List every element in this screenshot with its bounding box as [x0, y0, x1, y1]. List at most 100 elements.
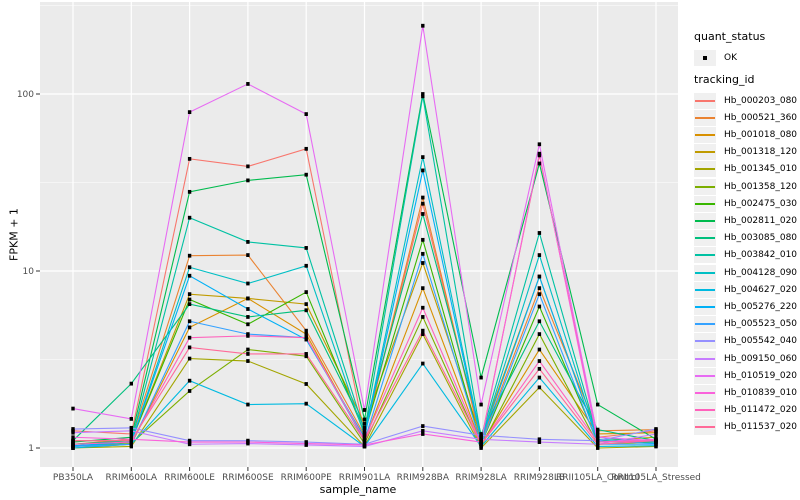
- series-color-swatch: [695, 426, 715, 429]
- data-point: [654, 435, 658, 440]
- data-point: [246, 253, 250, 257]
- legend-title-quant-status: quant_status: [694, 30, 766, 43]
- data-point: [129, 438, 133, 443]
- data-point: [654, 442, 658, 447]
- data-point: [537, 161, 542, 166]
- data-point: [421, 428, 425, 433]
- data-point: [246, 359, 250, 363]
- data-point: [421, 424, 425, 428]
- data-point: [129, 442, 133, 447]
- data-point: [187, 297, 192, 302]
- data-point: [304, 335, 308, 340]
- data-point: [304, 172, 308, 177]
- data-point: [71, 406, 75, 411]
- legend-key-box: [694, 367, 716, 384]
- data-point: [421, 237, 425, 242]
- legend-item-label: Hb_000521_360: [724, 112, 798, 123]
- series-color-swatch: [695, 168, 715, 171]
- data-point: [421, 201, 425, 206]
- legend-item-label: Hb_010519_020: [724, 370, 798, 381]
- data-point: [479, 440, 483, 444]
- legend-key-box: [694, 384, 716, 401]
- data-point: [187, 253, 192, 258]
- data-point: [304, 328, 308, 333]
- data-point: [596, 427, 600, 432]
- legend-key-box: [694, 92, 716, 109]
- x-tick-label: RRIM928LA: [455, 473, 507, 483]
- data-point: [304, 246, 308, 250]
- data-point: [537, 332, 542, 337]
- legend-key-box: [694, 281, 716, 298]
- data-point: [362, 438, 367, 443]
- x-tick-label: PB350LA: [53, 473, 94, 483]
- data-point: [187, 442, 192, 447]
- legend-key-box: [694, 316, 716, 333]
- data-point: [362, 435, 367, 440]
- data-point: [421, 155, 425, 160]
- data-point: [421, 328, 425, 333]
- series-color-swatch: [695, 374, 715, 377]
- data-point: [596, 402, 600, 407]
- series-color-swatch: [695, 357, 715, 360]
- data-point: [304, 263, 308, 268]
- data-point: [537, 440, 542, 444]
- legend-key-box: [694, 178, 716, 195]
- legend-key-box: [694, 230, 716, 247]
- data-point: [421, 305, 425, 310]
- legend-item-label: Hb_011472_020: [724, 405, 798, 416]
- legend-key-box: [694, 126, 716, 143]
- data-point: [246, 402, 250, 407]
- data-point: [246, 164, 250, 169]
- series-color-swatch: [695, 391, 715, 394]
- series-color-swatch: [695, 237, 715, 240]
- data-point: [304, 401, 308, 406]
- x-tick-label: RRII105LA_Control: [556, 473, 639, 483]
- data-point: [537, 286, 542, 291]
- legend-item-label: Hb_001358_120: [724, 181, 798, 192]
- legend-item-label: Hb_004128_090: [724, 267, 798, 278]
- legend-key-box: [694, 50, 716, 66]
- data-point: [71, 435, 75, 440]
- data-point: [246, 296, 250, 301]
- data-point: [187, 389, 192, 393]
- legend-item-label: Hb_002475_030: [724, 198, 798, 209]
- data-point: [304, 146, 308, 151]
- data-point: [421, 212, 425, 216]
- y-tick-label: 100: [17, 90, 34, 100]
- data-point: [71, 430, 75, 435]
- legend-title-tracking-id: tracking_id: [694, 73, 755, 86]
- data-point: [362, 433, 367, 438]
- data-point: [479, 437, 483, 442]
- legend-key-box: [694, 247, 716, 264]
- data-point: [537, 151, 542, 156]
- data-point: [421, 261, 425, 265]
- legend-key-box: [694, 109, 716, 126]
- data-point: [246, 315, 250, 319]
- legend: quant_status OK tracking_id Hb_000203_08…: [690, 0, 800, 500]
- series-color-swatch: [695, 99, 715, 102]
- data-point: [246, 281, 250, 286]
- series-color-swatch: [695, 305, 715, 308]
- data-point: [187, 156, 192, 161]
- data-point: [187, 378, 192, 383]
- data-point: [187, 356, 192, 361]
- legend-item-label: Hb_005523_050: [724, 319, 798, 330]
- data-point: [537, 253, 542, 257]
- data-point: [304, 332, 308, 337]
- data-point: [246, 440, 250, 444]
- data-point: [537, 347, 542, 352]
- x-tick-label: RRIM600LE: [164, 473, 215, 483]
- legend-item-label: Hb_005276_220: [724, 301, 798, 312]
- data-point: [421, 168, 425, 173]
- data-point: [304, 308, 308, 313]
- series-color-swatch: [695, 219, 715, 222]
- data-point: [596, 435, 600, 440]
- data-point: [479, 402, 483, 407]
- legend-item-label: Hb_001018_080: [724, 129, 798, 140]
- data-point: [71, 438, 75, 443]
- x-tick-label: RRIM928BA: [397, 473, 450, 483]
- data-point: [187, 345, 192, 350]
- data-point: [362, 443, 367, 447]
- data-point: [187, 273, 192, 278]
